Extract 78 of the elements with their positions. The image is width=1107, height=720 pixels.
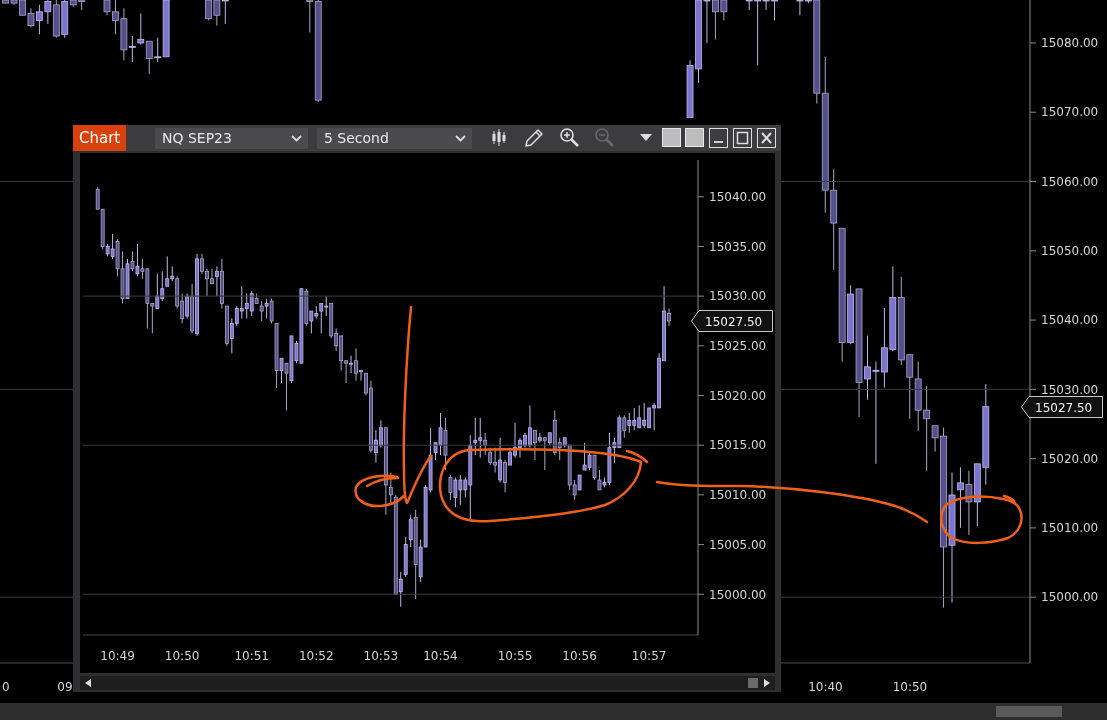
y-tick-label: 15010.00 [709, 488, 767, 503]
candlestick [957, 466, 964, 529]
y-tick-label: 15030.00 [709, 289, 767, 304]
candlestick [249, 290, 254, 317]
x-tick-label: 10:49 [100, 648, 135, 663]
candlestick [537, 432, 542, 444]
candlestick [128, 35, 136, 63]
candlestick [319, 303, 324, 334]
candlestick [592, 454, 597, 481]
x-tick-label: 10:57 [631, 648, 667, 663]
candlestick [284, 362, 289, 411]
y-tick-label: 15060.00 [1041, 174, 1099, 189]
y-tick-label: 15015.00 [709, 438, 767, 453]
candlestick [279, 357, 284, 384]
candlestick [215, 265, 219, 297]
x-tick-label: 10:55 [497, 648, 533, 663]
x-tick-label: 10:50 [164, 648, 200, 663]
candlestick [130, 250, 135, 272]
text: 15027.50 [1035, 400, 1093, 415]
candlestick [473, 417, 478, 456]
candlestick [264, 298, 269, 319]
candlestick [483, 432, 488, 456]
candlestick [503, 459, 507, 493]
candlestick [965, 470, 973, 536]
x-tick-label: 10:40 [808, 679, 843, 694]
x-tick-label: 09 [57, 679, 73, 694]
x-tick-label: 10:54 [423, 648, 458, 663]
candlestick [532, 429, 537, 461]
candlestick [155, 273, 160, 310]
candlestick [359, 370, 363, 382]
candlestick [667, 308, 671, 327]
candlestick [349, 355, 353, 374]
chart-title: NQ SEP23 [162, 130, 232, 146]
y-tick-label: 15035.00 [709, 239, 767, 254]
y-tick-label: 15010.00 [1041, 521, 1099, 536]
candlestick [269, 298, 274, 324]
candlestick [398, 571, 403, 608]
y-tick-label: 15020.00 [1041, 451, 1099, 466]
x-tick-label: 10:56 [562, 648, 597, 663]
y-tick-label: 15000.00 [709, 587, 767, 602]
y-tick-label: 15070.00 [1041, 105, 1099, 120]
y-tick-label: 15080.00 [1041, 36, 1099, 51]
y-tick-label: 15000.00 [1041, 590, 1099, 605]
chart-subtitle: 5 Second [324, 130, 389, 146]
candlestick [137, 13, 145, 46]
candlestick [165, 255, 170, 287]
candlestick [221, 0, 229, 25]
x-tick-label: 10:51 [234, 648, 269, 663]
x-tick-label: 10:50 [892, 679, 928, 694]
x-tick-label: 10:53 [363, 648, 399, 663]
candlestick [542, 437, 547, 471]
candlestick [498, 437, 503, 483]
y-tick-label: 15050.00 [1041, 244, 1099, 259]
candlestick [154, 37, 162, 63]
candlestick [378, 419, 383, 449]
annotation: Chart [79, 129, 121, 147]
y-tick-label: 15040.00 [709, 190, 767, 205]
candlestick [388, 472, 393, 506]
candlestick [354, 347, 358, 382]
candlestick [145, 40, 153, 75]
y-tick-label: 15040.00 [1041, 313, 1099, 328]
x-tick-label: 10:52 [298, 648, 334, 663]
candlestick [259, 300, 264, 322]
y-tick-label: 15025.00 [709, 339, 767, 354]
y-tick-label: 15005.00 [709, 537, 767, 552]
candlestick [185, 293, 190, 319]
annotation: 15027.50 [705, 314, 763, 329]
y-tick-label: 15030.00 [1041, 382, 1099, 397]
candlestick [627, 412, 632, 434]
candlestick [408, 514, 413, 548]
y-tick-label: 15020.00 [709, 388, 767, 403]
x-tick-label: 0 [2, 679, 10, 694]
candlestick [448, 474, 453, 501]
candlestick [597, 469, 602, 491]
candlestick [309, 310, 314, 334]
candlestick [135, 243, 140, 277]
candlestick [622, 414, 627, 439]
candlestick [306, 0, 314, 34]
